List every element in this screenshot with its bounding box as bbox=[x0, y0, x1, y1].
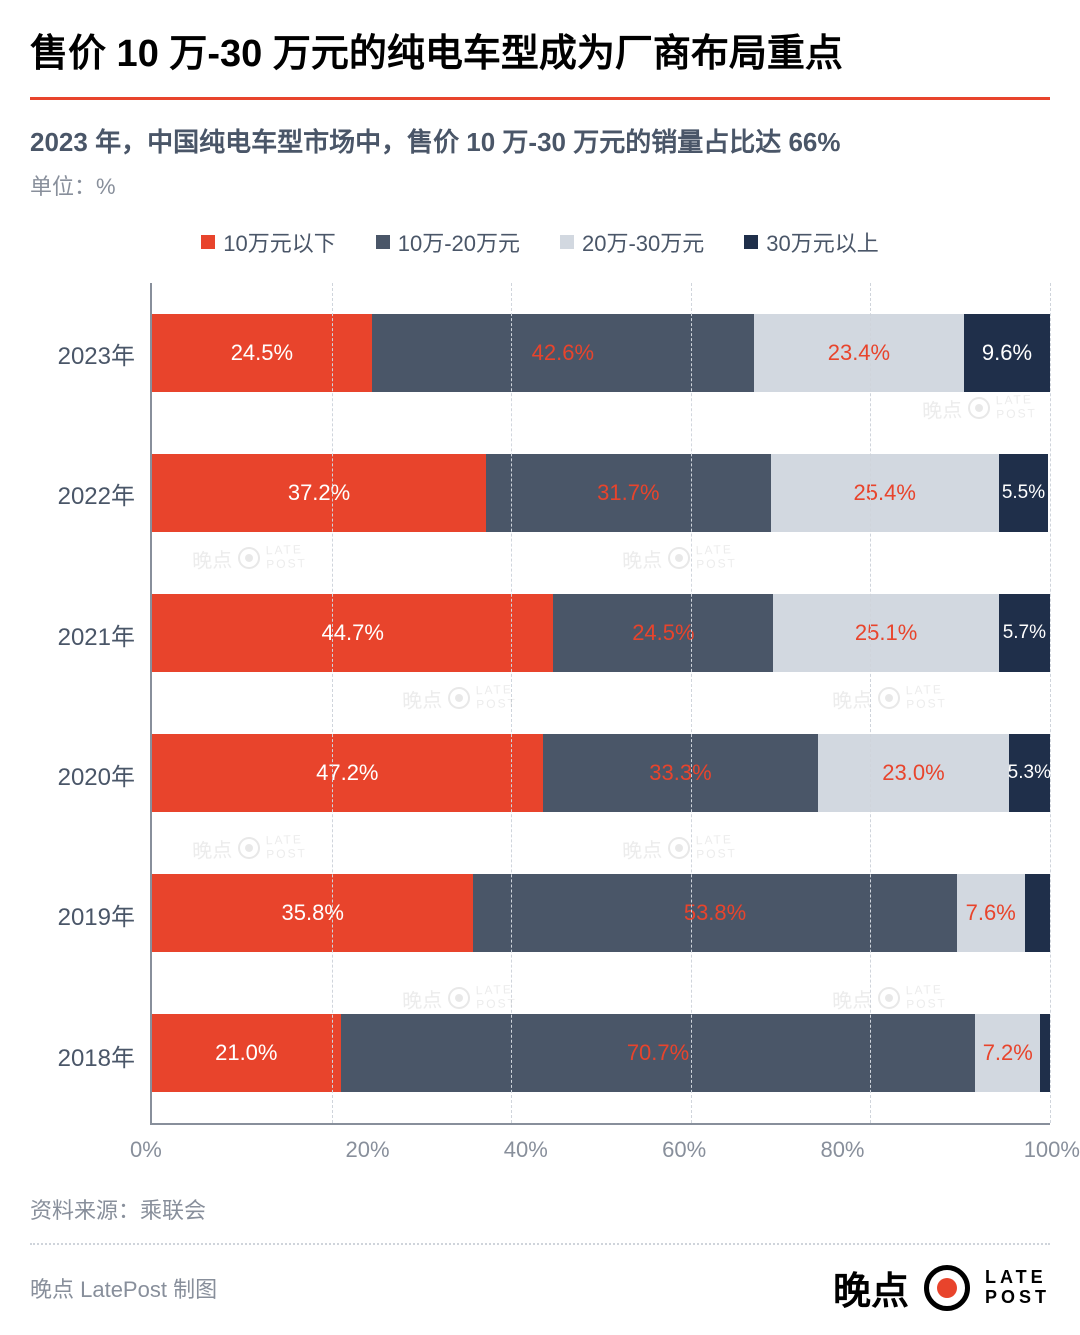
y-axis-labels: 2023年2022年2021年2020年2019年2018年 bbox=[30, 283, 150, 1125]
bar-segment: 23.0% bbox=[818, 734, 1008, 812]
x-tick: 60% bbox=[605, 1137, 763, 1163]
bar-segment: 25.1% bbox=[773, 594, 998, 672]
bar-segment: 31.7% bbox=[486, 454, 771, 532]
bar-segment: 24.5% bbox=[553, 594, 773, 672]
legend: 10万元以下 10万-20万元 20万-30万元 30万元以上 bbox=[30, 226, 1050, 258]
bar-segment: 44.7% bbox=[152, 594, 553, 672]
bar-segment: 70.7% bbox=[341, 1014, 976, 1092]
bar-segment: 53.8% bbox=[473, 874, 956, 952]
y-axis-label: 2023年 bbox=[30, 284, 135, 424]
x-tick: 80% bbox=[763, 1137, 921, 1163]
bar-segment: 37.2% bbox=[152, 454, 486, 532]
title-underline bbox=[30, 97, 1050, 100]
bar-row: 35.8%53.8%7.6% bbox=[152, 843, 1050, 983]
legend-swatch bbox=[376, 235, 390, 249]
unit-label: 单位：% bbox=[30, 169, 1050, 201]
x-axis: 0%20%40%60%80%100% bbox=[150, 1137, 1050, 1163]
bar-segment bbox=[1025, 874, 1050, 952]
gridline bbox=[332, 283, 333, 1123]
legend-label: 10万元以下 bbox=[223, 226, 335, 258]
credit-text: 晚点 LatePost 制图 bbox=[30, 1272, 217, 1304]
legend-label: 30万元以上 bbox=[766, 226, 878, 258]
bar-row: 21.0%70.7%7.2% bbox=[152, 983, 1050, 1123]
gridline bbox=[691, 283, 692, 1123]
logo-cn: 晚点 bbox=[833, 1260, 909, 1315]
y-axis-label: 2019年 bbox=[30, 845, 135, 985]
logo: 晚点 LATEPOST bbox=[833, 1260, 1050, 1315]
bar-segment: 7.2% bbox=[975, 1014, 1040, 1092]
bar-row: 24.5%42.6%23.4%9.6% bbox=[152, 283, 1050, 423]
footer: 晚点 LatePost 制图 晚点 LATEPOST bbox=[30, 1260, 1050, 1315]
x-tick: 40% bbox=[447, 1137, 605, 1163]
x-tick: 0% bbox=[130, 1137, 288, 1163]
legend-swatch bbox=[201, 235, 215, 249]
bar-segment bbox=[1040, 1014, 1050, 1092]
gridline bbox=[870, 283, 871, 1123]
gridline bbox=[1050, 283, 1051, 1123]
bar-segment: 23.4% bbox=[754, 314, 964, 392]
bars-container: 24.5%42.6%23.4%9.6%37.2%31.7%25.4%5.5%44… bbox=[152, 283, 1050, 1123]
chart: 2023年2022年2021年2020年2019年2018年 24.5%42.6… bbox=[30, 283, 1050, 1125]
bar-segment: 42.6% bbox=[372, 314, 754, 392]
plot-area: 24.5%42.6%23.4%9.6%37.2%31.7%25.4%5.5%44… bbox=[150, 283, 1050, 1125]
legend-swatch bbox=[560, 235, 574, 249]
source-text: 资料来源：乘联会 bbox=[30, 1193, 1050, 1225]
y-axis-label: 2022年 bbox=[30, 424, 135, 564]
bar-segment: 7.6% bbox=[957, 874, 1025, 952]
y-axis-label: 2021年 bbox=[30, 564, 135, 704]
bar-segment: 5.7% bbox=[999, 594, 1050, 672]
chart-title: 售价 10 万-30 万元的纯电车型成为厂商布局重点 bbox=[30, 30, 1050, 79]
legend-item: 10万-20万元 bbox=[376, 226, 520, 258]
bar-segment: 47.2% bbox=[152, 734, 543, 812]
legend-label: 10万-20万元 bbox=[398, 226, 520, 258]
divider bbox=[30, 1243, 1050, 1245]
bar-segment: 24.5% bbox=[152, 314, 372, 392]
y-axis-label: 2020年 bbox=[30, 705, 135, 845]
legend-swatch bbox=[744, 235, 758, 249]
legend-label: 20万-30万元 bbox=[582, 226, 704, 258]
bar-segment: 9.6% bbox=[964, 314, 1050, 392]
bar-segment: 25.4% bbox=[771, 454, 999, 532]
bar-segment: 5.5% bbox=[999, 454, 1048, 532]
bar-row: 44.7%24.5%25.1%5.7% bbox=[152, 563, 1050, 703]
legend-item: 20万-30万元 bbox=[560, 226, 704, 258]
logo-circle-icon bbox=[924, 1265, 970, 1311]
bar-segment: 35.8% bbox=[152, 874, 473, 952]
logo-en: LATEPOST bbox=[985, 1268, 1050, 1308]
bar-row: 37.2%31.7%25.4%5.5% bbox=[152, 423, 1050, 563]
gridline bbox=[511, 283, 512, 1123]
chart-subtitle: 2023 年，中国纯电车型市场中，售价 10 万-30 万元的销量占比达 66% bbox=[30, 122, 1050, 159]
bar-row: 47.2%33.3%23.0%5.3% bbox=[152, 703, 1050, 843]
y-axis-label: 2018年 bbox=[30, 985, 135, 1125]
bar-segment: 21.0% bbox=[152, 1014, 341, 1092]
bar-segment: 33.3% bbox=[543, 734, 819, 812]
legend-item: 10万元以下 bbox=[201, 226, 335, 258]
x-tick: 100% bbox=[922, 1137, 1080, 1163]
x-tick: 20% bbox=[288, 1137, 446, 1163]
bar-segment: 5.3% bbox=[1009, 734, 1050, 812]
legend-item: 30万元以上 bbox=[744, 226, 878, 258]
